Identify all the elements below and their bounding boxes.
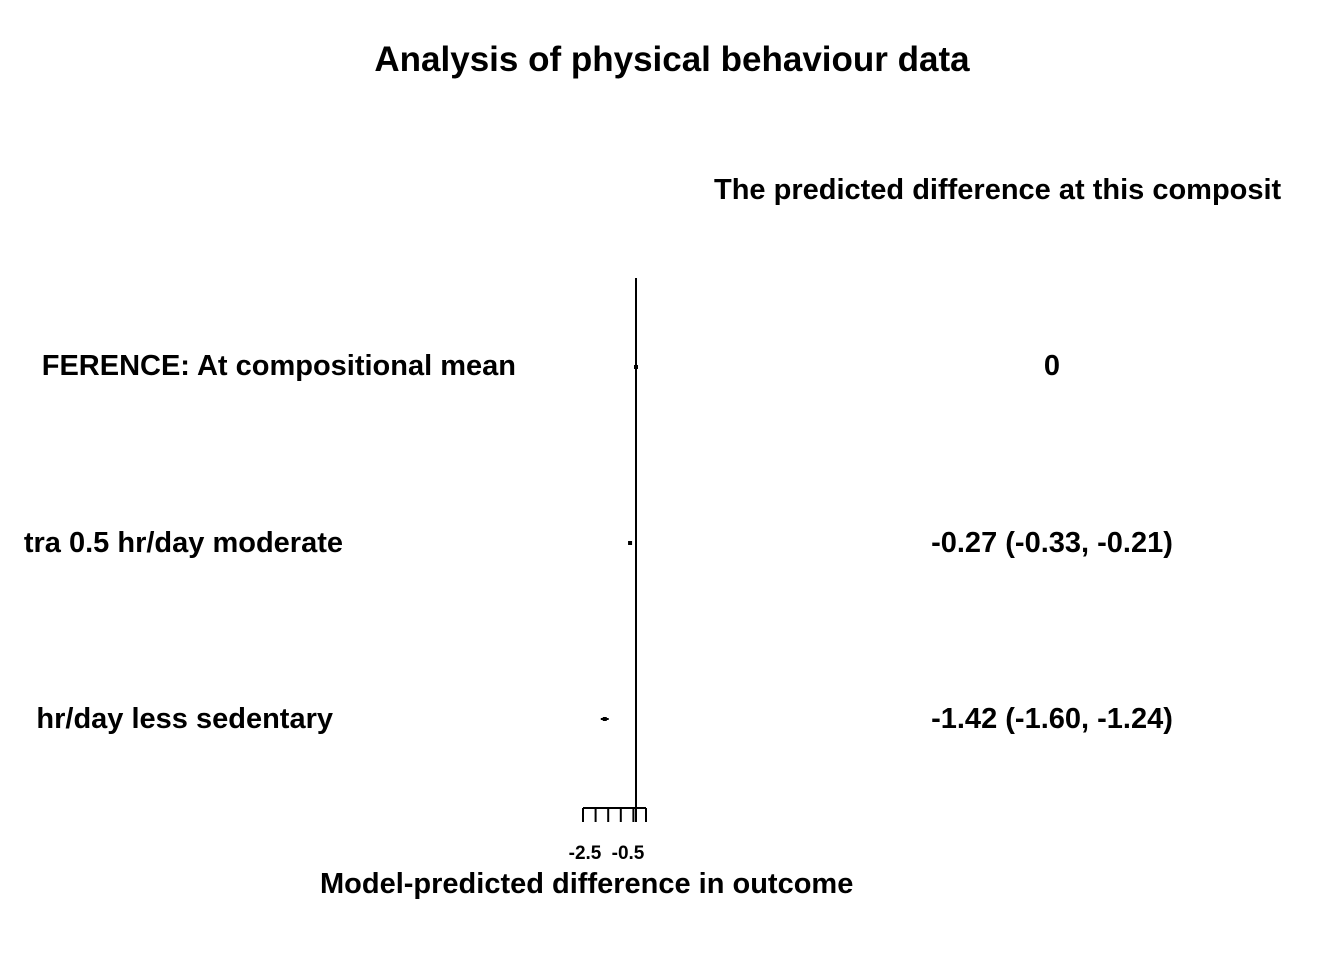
row-label-sedentary: hr/day less sedentary: [36, 703, 333, 735]
chart-title: Analysis of physical behaviour data: [374, 40, 970, 79]
row-value-sedentary: -1.42 (-1.60, -1.24): [931, 703, 1173, 735]
row-value-reference: 0: [1043, 350, 1061, 382]
row-label-moderate: tra 0.5 hr/day moderate: [23, 527, 343, 559]
estimate-marks: [600, 365, 638, 721]
column-header: The predicted difference at this composi…: [714, 174, 1282, 206]
x-axis-title: Model-predicted difference in outcome: [320, 868, 854, 900]
estimate-point: [628, 541, 633, 545]
row-label-reference: FERENCE: At compositional mean: [41, 350, 516, 382]
x-tick-label: -0.5: [612, 843, 645, 864]
estimate-point: [634, 365, 638, 369]
estimate-point: [602, 717, 607, 721]
row-value-moderate: -0.27 (-0.33, -0.21): [931, 527, 1173, 559]
x-tick-label: -2.5: [569, 843, 602, 864]
x-axis-ticks: -2.5 -0.5: [569, 808, 647, 864]
